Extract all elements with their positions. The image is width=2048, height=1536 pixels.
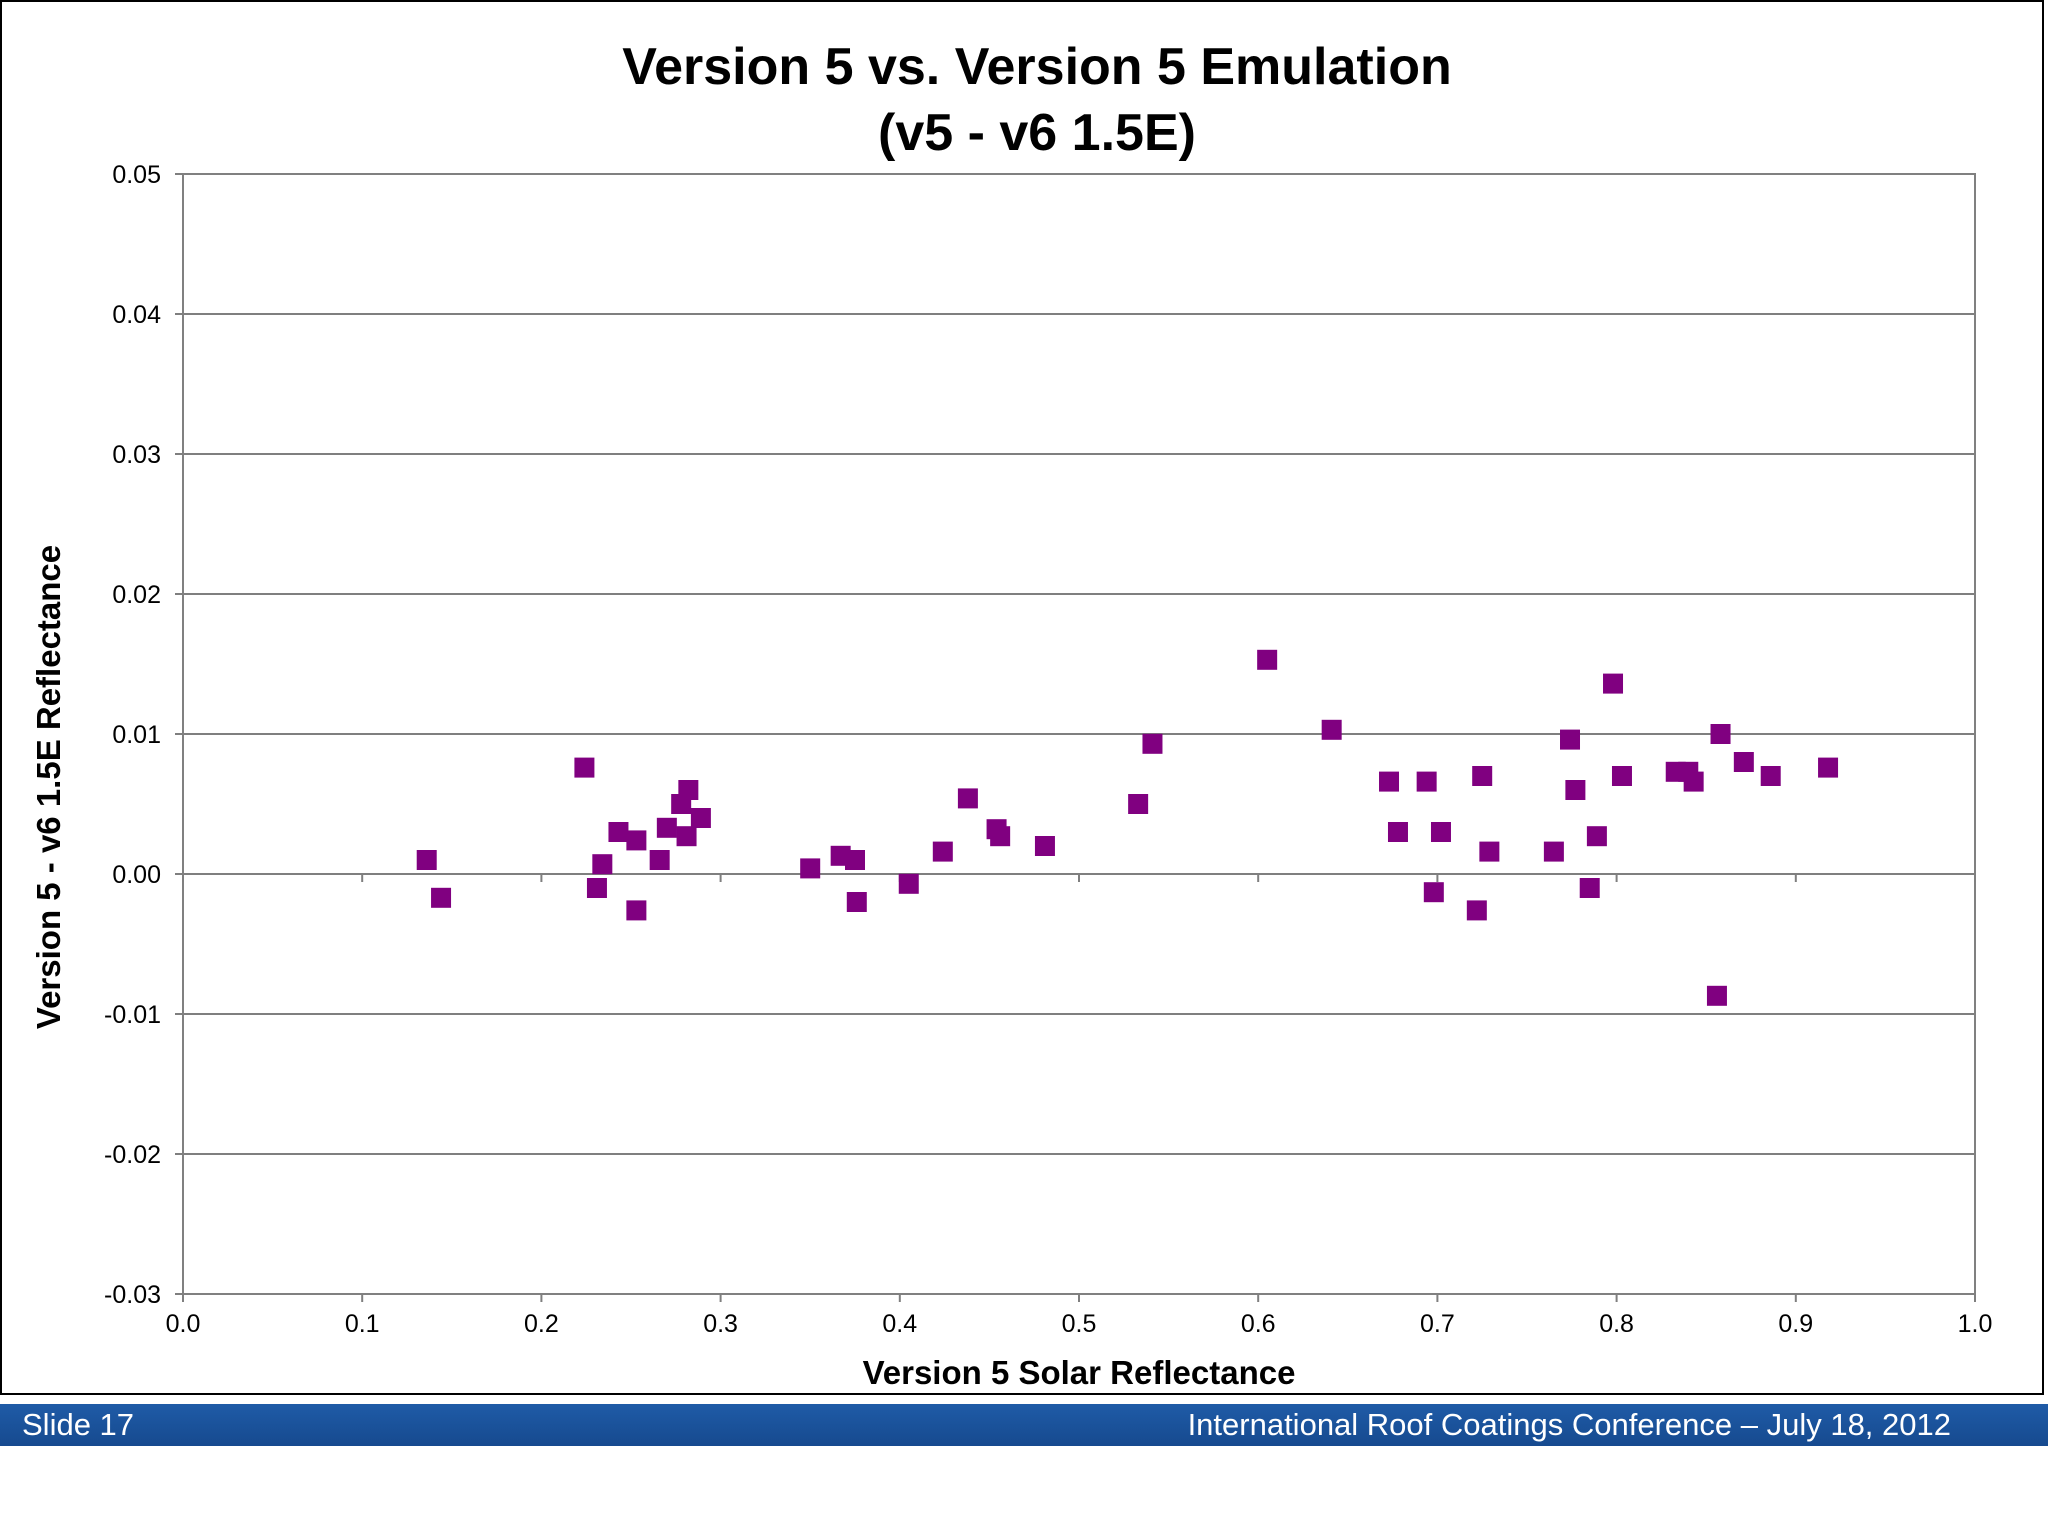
x-axis-title: Version 5 Solar Reflectance [863,1354,1296,1391]
chart-subtitle: (v5 - v6 1.5E) [878,104,1196,162]
y-tick-label: 0.03 [112,441,161,469]
data-point [932,841,953,862]
data-point [1128,794,1149,814]
x-tick-label: 0.8 [1599,1310,1634,1338]
data-point [845,850,865,870]
data-point [592,854,613,875]
data-point [1257,649,1278,670]
data-point [1565,780,1586,800]
data-point [1379,771,1400,792]
data-point [1387,822,1408,842]
conference-label: International Roof Coatings Conference –… [1187,1407,1951,1442]
data-point [676,826,697,847]
data-point [608,822,629,842]
gridlines [183,313,1975,1155]
y-tick-label: 0.02 [112,581,161,609]
data-point [626,900,647,921]
data-point [1733,752,1754,772]
data-point [656,817,677,838]
data-point [1706,985,1727,1006]
data-point [1472,766,1493,786]
data-point [1611,766,1632,786]
data-point [586,878,607,898]
x-tick-label: 0.0 [166,1310,201,1338]
data-point [1818,757,1839,778]
y-tick-label: 0.00 [112,861,161,889]
data-point [574,757,595,778]
data-point [690,808,711,828]
data-point [678,780,699,800]
data-point [416,850,437,870]
data-point [1466,900,1487,921]
x-tick-label: 0.6 [1241,1310,1276,1338]
x-tick-label: 0.7 [1420,1310,1455,1338]
data-point [1416,771,1437,792]
data-point [1321,719,1342,740]
y-tick-label: -0.03 [104,1281,161,1309]
x-tick-label: 0.1 [345,1310,380,1338]
x-tick-label: 0.2 [524,1310,559,1338]
y-tick-label: 0.05 [112,161,161,189]
y-tick-label: -0.01 [104,1001,161,1029]
chart-frame: Version 5 vs. Version 5 Emulation (v5 - … [0,0,2044,1395]
x-tick-label: 0.5 [1062,1310,1097,1338]
data-point [1683,771,1704,792]
x-tick-label: 0.4 [882,1310,917,1338]
data-point [1579,878,1600,898]
data-point [1543,841,1564,862]
x-tick-label: 1.0 [1958,1310,1993,1338]
data-point [898,873,919,894]
x-tick-label: 0.9 [1778,1310,1813,1338]
footer-bar: Slide 17 International Roof Coatings Con… [0,1404,2048,1446]
scatter-chart: Version 5 vs. Version 5 Emulation (v5 - … [30,38,1992,1391]
data-point [1603,673,1624,694]
data-point [431,887,452,908]
data-point [1586,826,1607,847]
data-point [846,892,867,912]
axes [175,173,1976,1302]
data-point [1479,841,1500,862]
data-point [800,858,821,879]
tick-labels: 0.050.040.030.020.010.00-0.01-0.02-0.030… [104,161,1992,1338]
x-tick-label: 0.3 [703,1310,738,1338]
y-tick-label: -0.02 [104,1141,161,1169]
y-tick-label: 0.04 [112,301,161,329]
slide-number: Slide 17 [22,1407,135,1442]
data-point [1423,882,1444,903]
data-point [1142,733,1163,754]
data-point [1760,766,1781,786]
data-point [626,830,647,851]
y-tick-label: 0.01 [112,721,161,749]
y-axis-title: Version 5 - v6 1.5E Reflectance [30,545,67,1029]
data-point [957,788,978,809]
data-point [1560,729,1581,750]
data-point [990,826,1011,847]
data-point [1710,724,1731,744]
chart-title: Version 5 vs. Version 5 Emulation [622,38,1451,96]
data-points [416,649,1839,1006]
data-point [649,850,670,870]
data-point [1034,836,1055,856]
data-point [1430,822,1451,842]
